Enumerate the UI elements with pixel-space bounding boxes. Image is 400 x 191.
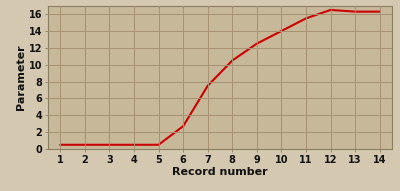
X-axis label: Record number: Record number bbox=[172, 167, 268, 177]
Y-axis label: Parameter: Parameter bbox=[16, 45, 26, 110]
